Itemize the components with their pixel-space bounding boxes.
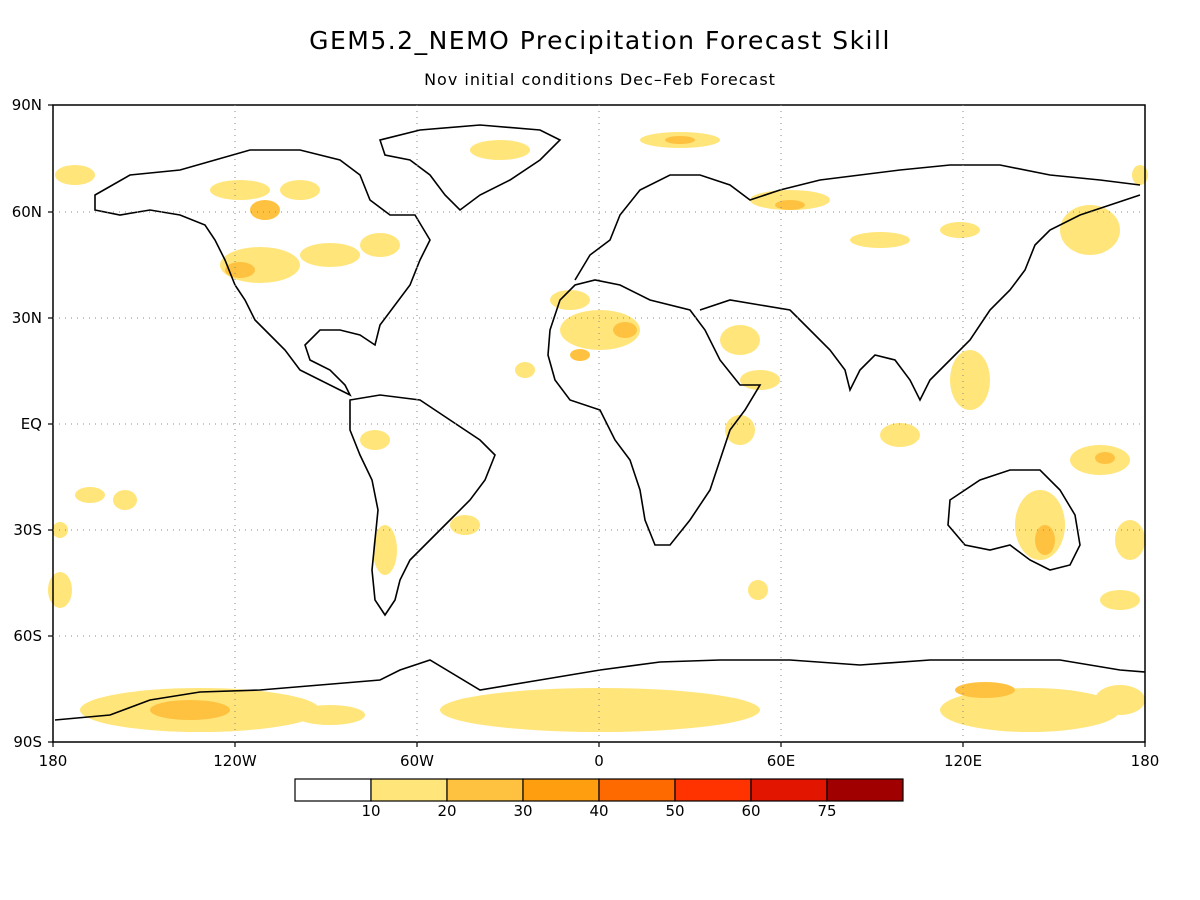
colorbar-label: 60 — [741, 802, 761, 820]
colorbar-box — [294, 778, 372, 802]
lat-label: 90S — [13, 733, 42, 751]
colorbar-box — [522, 778, 600, 802]
colorbar-label: 30 — [513, 802, 533, 820]
colorbar-label: 40 — [589, 802, 609, 820]
colorbar-box — [674, 778, 752, 802]
coastlines — [54, 124, 1146, 721]
lat-label: 30N — [11, 309, 42, 327]
lat-label: 30S — [13, 521, 42, 539]
gridlines — [53, 105, 1145, 742]
map-subtitle: Nov initial conditions Dec–Feb Forecast — [424, 70, 776, 89]
lat-label: 90N — [11, 96, 42, 114]
lon-label: 60W — [400, 752, 434, 770]
colorbar-box — [826, 778, 904, 802]
lat-label: 60N — [11, 203, 42, 221]
colorbar-box — [446, 778, 524, 802]
lon-label: 180 — [1130, 752, 1160, 770]
colorbar-box — [750, 778, 828, 802]
colorbar-label: 10 — [361, 802, 381, 820]
colorbar — [294, 778, 904, 802]
skill-shading — [48, 132, 1148, 732]
tick-marks — [48, 104, 1146, 747]
lon-label: 180 — [38, 752, 68, 770]
colorbar-label: 75 — [817, 802, 837, 820]
lat-label: 60S — [13, 627, 42, 645]
lon-label: 120E — [943, 752, 983, 770]
colorbar-label: 50 — [665, 802, 685, 820]
colorbar-label: 20 — [437, 802, 457, 820]
colorbar-box — [598, 778, 676, 802]
lon-label: 120W — [213, 752, 257, 770]
map-title: GEM5.2_NEMO Precipitation Forecast Skill — [309, 26, 891, 55]
lon-label: 0 — [594, 752, 604, 770]
lat-label: EQ — [20, 415, 42, 433]
colorbar-box — [370, 778, 448, 802]
lon-label: 60E — [766, 752, 796, 770]
